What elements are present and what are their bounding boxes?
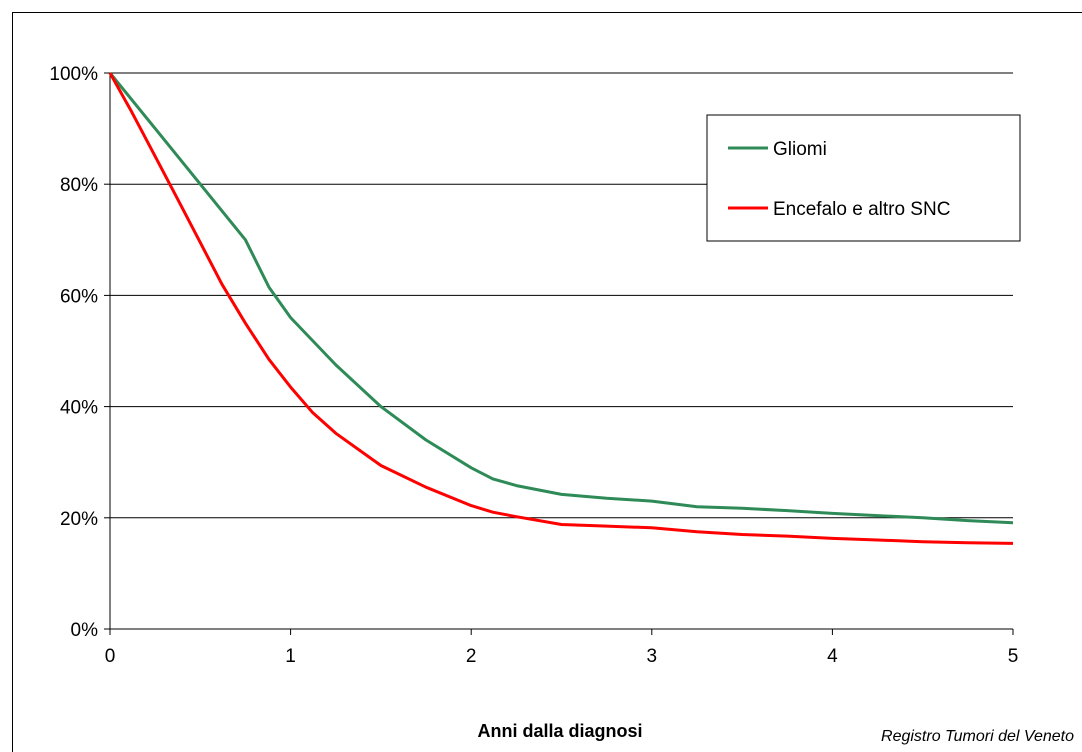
legend: Gliomi Encefalo e altro SNC [706, 114, 1021, 242]
y-tick-label-0: 0% [71, 620, 99, 641]
y-tick-label-4: 80% [60, 175, 98, 196]
x-tick-label-2: 2 [466, 646, 477, 667]
y-tick-label-3: 60% [60, 286, 98, 307]
grid-lines [104, 72, 1014, 635]
legend-label-encefalo: Encefalo e altro SNC [773, 199, 950, 220]
y-tick-labels: 0% 20% 40% 60% 80% 100% [49, 64, 98, 641]
x-tick-label-1: 1 [285, 646, 296, 667]
legend-box [706, 114, 1021, 242]
x-tick-label-0: 0 [105, 646, 116, 667]
series-line-1 [108, 72, 1014, 545]
x-tick-label-3: 3 [647, 646, 658, 667]
x-axis-label: Anni dalla diagnosi [477, 721, 642, 741]
x-tick-label-4: 4 [827, 646, 838, 667]
y-tick-label-2: 40% [60, 398, 98, 419]
x-tick-labels: 0 1 2 3 4 5 [105, 646, 1019, 667]
y-tick-label-1: 20% [60, 509, 98, 530]
legend-label-gliomi: Gliomi [773, 139, 827, 160]
source-note: Registro Tumori del Veneto [881, 728, 1074, 745]
x-tick-label-5: 5 [1008, 646, 1019, 667]
chart-frame [12, 12, 1082, 752]
y-tick-label-5: 100% [49, 64, 98, 85]
series-line-0 [108, 72, 1014, 525]
series-lines [108, 72, 1014, 545]
